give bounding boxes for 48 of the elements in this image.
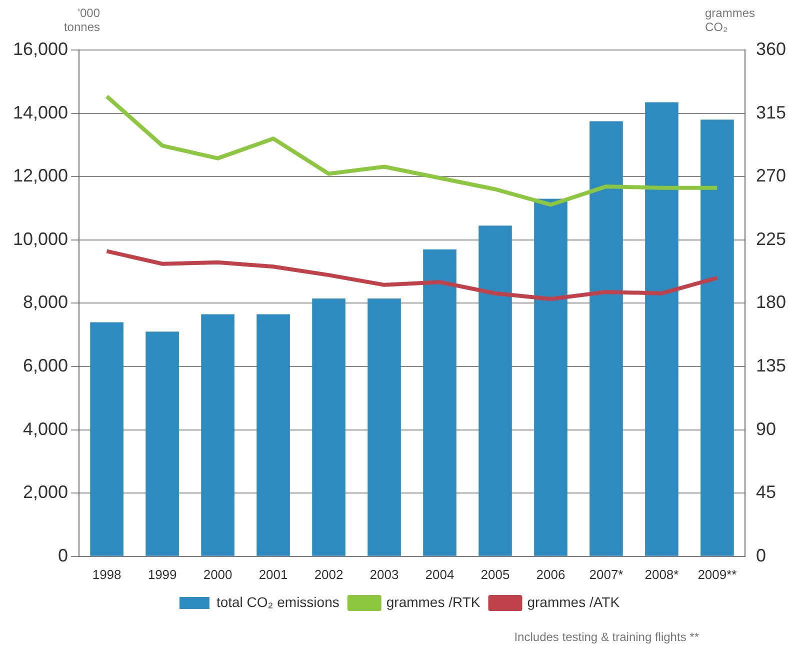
y-axis-title: '000 tonnes	[62, 6, 100, 34]
bar	[478, 226, 512, 556]
x-tick-label: 2007*	[589, 566, 624, 582]
x-tick-label: 2005	[480, 566, 510, 582]
bar	[645, 102, 678, 556]
y2-tick-label: 315	[756, 102, 786, 122]
y-tick-label: 6,000	[23, 355, 68, 376]
x-tick-label: 1999	[148, 566, 177, 582]
x-tick-label: 2008*	[644, 566, 679, 582]
y2-tick-label: 270	[756, 166, 786, 186]
y2-tick-label: 90	[756, 418, 776, 439]
y2-tick-label: 225	[756, 228, 786, 249]
bar	[90, 322, 124, 556]
bar	[312, 298, 346, 556]
x-tick-label: 2000	[203, 566, 232, 582]
x-tick-label: 2006	[536, 566, 566, 582]
y2-tick-label: 360	[756, 38, 786, 59]
y-tick-label: 12,000	[12, 166, 68, 186]
y-tick-label: 16,000	[12, 38, 68, 59]
x-tick-label: 2003	[370, 566, 399, 582]
y-tick-label: 14,000	[12, 102, 68, 122]
y-tick-label: 2,000	[23, 482, 68, 502]
y2-tick-label: 135	[756, 355, 786, 376]
legend-label: grammes /RTK	[386, 594, 481, 610]
legend-label: grammes /ATK	[527, 594, 620, 610]
y2-axis-title: grammes CO₂	[705, 6, 756, 34]
bar	[590, 121, 623, 556]
x-tick-label: 2002	[314, 566, 344, 582]
y2-tick-label: 0	[756, 545, 766, 566]
bar	[423, 249, 456, 556]
y2-tick-label: 45	[756, 482, 776, 502]
x-tick-label: 2009**	[698, 566, 737, 582]
bar	[700, 120, 734, 556]
x-tick-label: 2004	[425, 566, 454, 582]
x-tick-label: 2001	[258, 566, 288, 582]
y-tick-label: 10,000	[12, 228, 68, 249]
y-tick-label: 0	[58, 545, 68, 566]
bar	[201, 314, 234, 556]
text: Includes testing & training flights **	[514, 630, 699, 644]
x-tick-label: 1998	[92, 566, 122, 582]
bar	[146, 332, 179, 556]
legend-label: total CO₂ emissions	[216, 594, 340, 610]
bar	[534, 198, 568, 556]
y-tick-label: 4,000	[23, 418, 68, 439]
y2-tick-label: 180	[756, 292, 786, 312]
bar	[368, 298, 401, 556]
bar	[256, 314, 290, 556]
y-tick-label: 8,000	[23, 292, 68, 312]
